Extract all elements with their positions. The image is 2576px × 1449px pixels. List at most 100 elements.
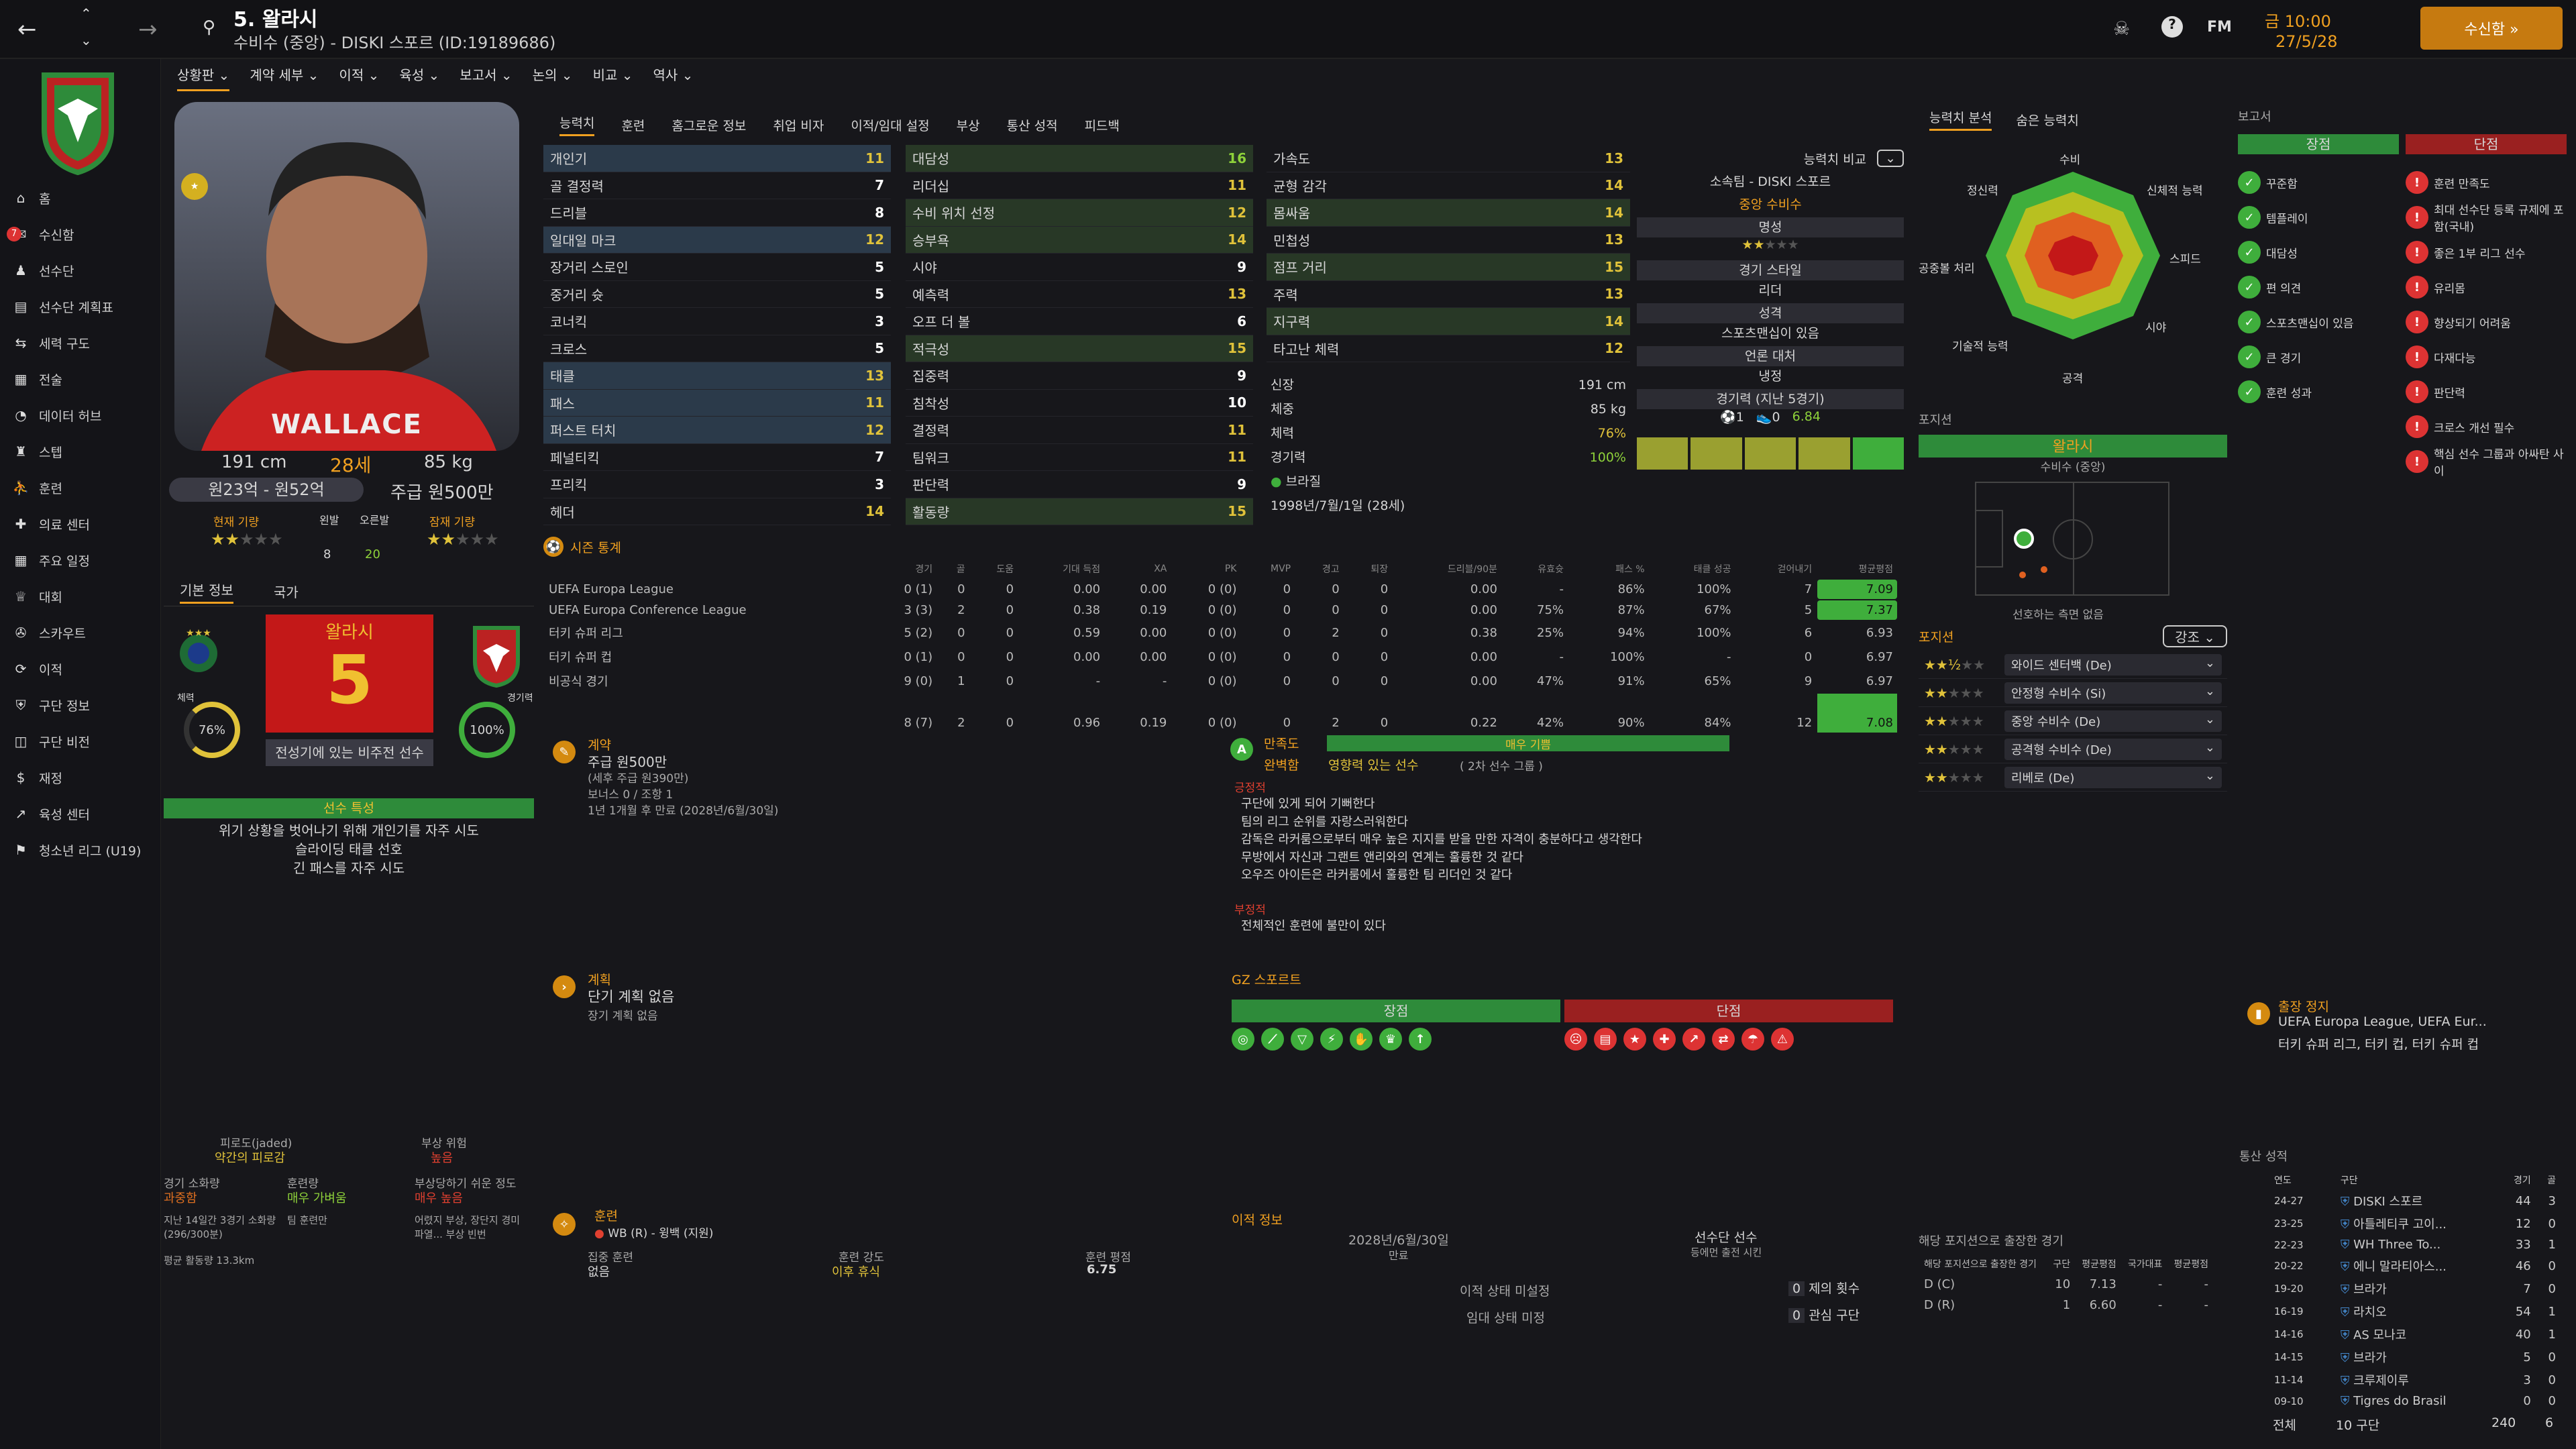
attribute-row[interactable]: 민첩성 13 (1267, 227, 1630, 254)
contract-title[interactable]: 계약 (588, 738, 611, 753)
tab-item[interactable]: 능력치 (559, 113, 595, 136)
attribute-row[interactable]: 가속도 13 (1267, 145, 1630, 172)
menu-item[interactable]: 역사 ⌄ (653, 67, 694, 83)
role-row[interactable]: ★★★★★ 리베로 (De) ⌄ (1919, 763, 2227, 792)
roles-filter[interactable]: 강조 ⌄ (2163, 625, 2227, 647)
role-select[interactable]: 리베로 (De) ⌄ (2004, 766, 2222, 788)
fm-icon[interactable]: FM (2207, 19, 2232, 36)
menu-item[interactable]: 이적 ⌄ (339, 67, 380, 83)
training-title[interactable]: 훈련 (594, 1209, 618, 1224)
chevron-up-icon[interactable]: ⌃ (80, 5, 92, 21)
transfer-title[interactable]: 이적 정보 (1232, 1213, 1283, 1228)
tab-hidden-attributes[interactable]: 숨은 능력치 (2016, 113, 2079, 128)
attribute-row[interactable]: 점프 거리 15 (1267, 254, 1630, 281)
attribute-row[interactable]: 헤더 14 (543, 498, 891, 525)
attribute-row[interactable]: 태클 13 (543, 362, 891, 390)
role-row[interactable]: ★★★★★ 공격형 수비수 (De) ⌄ (1919, 735, 2227, 763)
menu-item[interactable]: 논의 ⌄ (532, 67, 573, 83)
tab-item[interactable]: 훈련 (621, 118, 645, 133)
back-icon[interactable]: ← (17, 16, 37, 43)
attribute-row[interactable]: 타고난 체력 12 (1267, 335, 1630, 362)
sidebar-item[interactable]: ▦ 주요 일정 (0, 542, 161, 578)
attribute-row[interactable]: 퍼스트 터치 12 (543, 417, 891, 444)
attribute-row[interactable]: 패스 11 (543, 389, 891, 417)
attribute-row[interactable]: 판단력 9 (906, 471, 1253, 498)
tab-item[interactable]: 취업 비자 (773, 118, 824, 133)
table-row[interactable]: 23-25 ⛨ 아틀레티쿠 고이... 12 0 (2241, 1213, 2560, 1234)
tab-nation[interactable]: 국가 (273, 584, 299, 600)
help-icon[interactable]: ? (2161, 16, 2183, 38)
attribute-row[interactable]: 팀워크 11 (906, 444, 1253, 471)
role-row[interactable]: ★★★★★ 중앙 수비수 (De) ⌄ (1919, 707, 2227, 735)
attribute-row[interactable]: 수비 위치 선정 12 (906, 199, 1253, 227)
sidebar-item[interactable]: $ 재정 (0, 759, 161, 796)
table-row[interactable]: 09-10 ⛨ Tigres do Brasil 0 0 (2241, 1392, 2560, 1410)
sidebar-item[interactable]: ⛨ 구단 정보 (0, 687, 161, 723)
menu-item[interactable]: 상황판 ⌄ (177, 64, 230, 91)
attribute-row[interactable]: 페널티킥 7 (543, 444, 891, 471)
attribute-row[interactable]: 리더십 11 (906, 172, 1253, 199)
menu-item[interactable]: 육성 ⌄ (399, 67, 440, 83)
attribute-row[interactable]: 크로스 5 (543, 335, 891, 362)
forward-icon[interactable]: → (138, 16, 158, 43)
table-row[interactable]: 22-23 ⛨ WH Three To... 33 1 (2241, 1236, 2560, 1254)
role-select[interactable]: 공격형 수비수 (De) ⌄ (2004, 738, 2222, 760)
attribute-row[interactable]: 장거리 스로인 5 (543, 254, 891, 281)
attribute-row[interactable]: 오프 더 볼 6 (906, 308, 1253, 335)
menu-item[interactable]: 보고서 ⌄ (460, 67, 513, 83)
table-row[interactable]: 14-15 ⛨ 브라가 5 0 (2241, 1346, 2560, 1368)
attribute-row[interactable]: 승부욕 14 (906, 226, 1253, 254)
tab-item[interactable]: 부상 (956, 118, 980, 133)
sidebar-item[interactable]: ◫ 구단 비전 (0, 723, 161, 759)
table-row[interactable]: UEFA Europa Conference League 3 (3) 2 0 0.38… (545, 600, 1897, 620)
table-row[interactable]: 24-27 ⛨ DISKI 스포르 44 3 (2241, 1190, 2560, 1212)
attribute-row[interactable]: 주력 13 (1267, 281, 1630, 308)
table-row[interactable]: 19-20 ⛨ 브라가 7 0 (2241, 1278, 2560, 1299)
table-row[interactable]: 터키 슈퍼 리그 5 (2) 0 0 0.59 0.00 0 (0) 0 2 0 0.38 25% 94… (545, 621, 1897, 644)
search-icon[interactable]: ⚲ (203, 17, 216, 38)
attribute-row[interactable]: 중거리 슛 5 (543, 281, 891, 308)
role-select[interactable]: 와이드 센터백 (De) ⌄ (2004, 653, 2222, 676)
tab-item[interactable]: 피드백 (1084, 118, 1120, 133)
sidebar-item[interactable]: ⚑ 청소년 리그 (U19) (0, 832, 161, 868)
attribute-row[interactable]: 지구력 14 (1267, 308, 1630, 335)
attribute-row[interactable]: 집중력 9 (906, 362, 1253, 390)
role-row[interactable]: ★★★★★ 안정형 수비수 (Si) ⌄ (1919, 679, 2227, 707)
role-row[interactable]: ★★½★★ 와이드 센터백 (De) ⌄ (1919, 651, 2227, 679)
attribute-row[interactable]: 골 결정력 7 (543, 172, 891, 199)
attribute-row[interactable]: 코너킥 3 (543, 308, 891, 335)
chevron-down-icon[interactable]: ⌄ (80, 32, 92, 48)
table-row[interactable]: 16-19 ⛨ 라치오 54 1 (2241, 1301, 2560, 1322)
tab-item[interactable]: 통산 성적 (1006, 118, 1058, 133)
gz-title[interactable]: GZ 스포르트 (1232, 973, 1301, 987)
sidebar-item[interactable]: ↗ 육성 센터 (0, 796, 161, 832)
table-row[interactable]: 비공식 경기 9 (0) 1 0 - - 0 (0) 0 0 0 0.00 47% 91% 65% 9 6.9… (545, 669, 1897, 692)
attribute-row[interactable]: 활동량 15 (906, 498, 1253, 525)
attribute-row[interactable]: 프리킥 3 (543, 471, 891, 498)
sidebar-item[interactable]: ▤ 선수단 계획표 (0, 288, 161, 325)
sidebar-item[interactable]: ◔ 데이터 허브 (0, 397, 161, 433)
sidebar-item[interactable]: ♟ 선수단 (0, 252, 161, 288)
attribute-row[interactable]: 드리블 8 (543, 199, 891, 227)
attribute-row[interactable]: 시야 9 (906, 254, 1253, 281)
attribute-row[interactable]: 균형 감각 14 (1267, 172, 1630, 199)
attribute-row[interactable]: 몸싸움 14 (1267, 199, 1630, 227)
attribute-row[interactable]: 예측력 13 (906, 281, 1253, 308)
sidebar-item[interactable]: ⌂ 홈 (0, 180, 161, 216)
attribute-row[interactable]: 일대일 마크 12 (543, 226, 891, 254)
menu-item[interactable]: 비교 ⌄ (592, 67, 633, 83)
role-select[interactable]: 안정형 수비수 (Si) ⌄ (2004, 682, 2222, 704)
sidebar-item[interactable]: ✚ 의료 센터 (0, 506, 161, 542)
menu-item[interactable]: 계약 세부 ⌄ (250, 67, 319, 83)
sidebar-item[interactable]: ♜ 스텝 (0, 433, 161, 470)
attribute-row[interactable]: 결정력 11 (906, 417, 1253, 444)
attribute-row[interactable]: 침착성 10 (906, 390, 1253, 417)
season-title[interactable]: 시즌 통계 (570, 540, 621, 555)
tab-basic-info[interactable]: 기본 정보 (180, 580, 233, 604)
sidebar-item[interactable]: ⇆ 세력 구도 (0, 325, 161, 361)
attribute-row[interactable]: 적극성 15 (906, 335, 1253, 362)
table-row[interactable]: 11-14 ⛨ 크루제이루 3 0 (2241, 1369, 2560, 1391)
tab-item[interactable]: 홈그로운 정보 (672, 118, 747, 133)
compare-dropdown[interactable]: ⌄ (1877, 150, 1904, 167)
